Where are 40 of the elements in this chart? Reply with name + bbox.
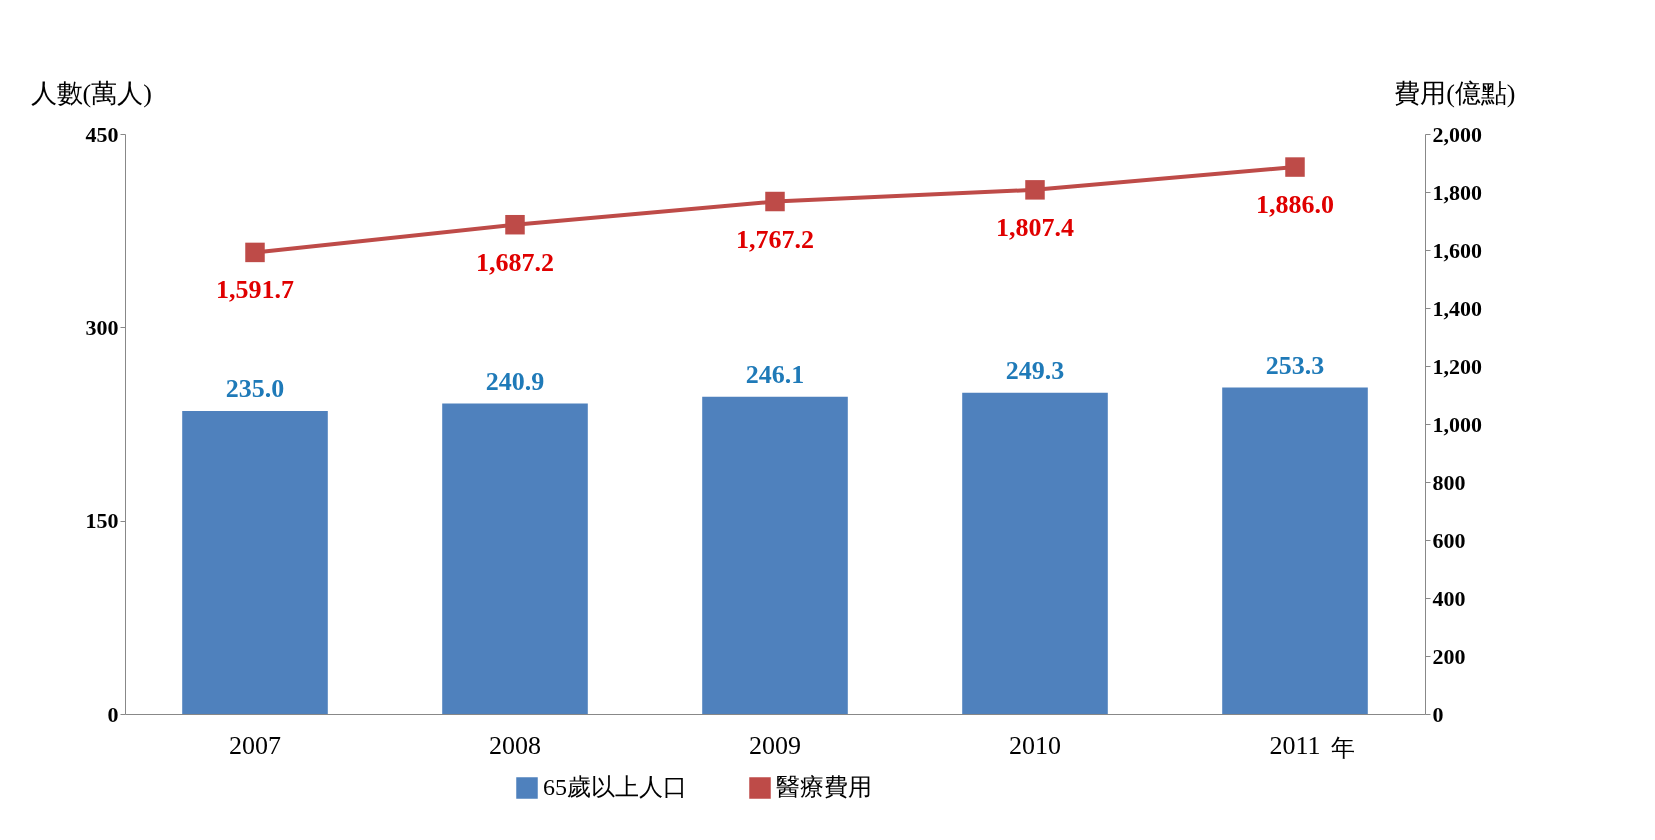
point: [765, 191, 785, 212]
y-tick-label: 0: [107, 701, 119, 727]
point: [1285, 157, 1305, 177]
data-label: 253.3: [1265, 350, 1325, 380]
data-label: 235.0: [225, 374, 285, 404]
legend-label: 65歲以上人口: [543, 774, 687, 800]
x-tick-label: 2008: [489, 730, 541, 760]
y2-tick-label: 200: [1432, 643, 1466, 669]
point: [245, 242, 265, 263]
y2-tick-label: 1,200: [1432, 353, 1482, 379]
data-label: 1,591.7: [216, 275, 294, 305]
y2-tick-label: 600: [1432, 527, 1466, 553]
point: [505, 214, 525, 235]
y2-axis-title: 費用(億點): [1394, 78, 1516, 108]
y2-tick-label: 400: [1432, 585, 1466, 611]
x-tick-label: 2009: [749, 730, 801, 760]
data-label: 249.3: [1005, 355, 1065, 385]
y2-tick-label: 1,000: [1432, 411, 1482, 437]
x-tick-label: 2011: [1269, 730, 1321, 760]
data-label: 1,807.4: [996, 212, 1074, 242]
y-axis-title: 人數(萬人): [30, 78, 152, 108]
x-tick-label: 2010: [1009, 730, 1061, 760]
y2-tick-label: 1,800: [1432, 179, 1482, 205]
legend-label: 醫療費用: [776, 774, 872, 800]
data-label: 1,687.2: [476, 247, 554, 277]
y2-tick-label: 1,400: [1432, 295, 1482, 321]
point: [1025, 180, 1045, 200]
y2-tick-label: 2,000: [1432, 121, 1482, 147]
x-axis-title: 年: [1330, 734, 1355, 761]
data-label: 240.9: [485, 366, 545, 396]
data-label: 1,767.2: [736, 224, 814, 254]
y-tick-label: 150: [85, 508, 119, 534]
data-label: 246.1: [745, 359, 805, 389]
y2-tick-label: 0: [1432, 701, 1444, 727]
x-tick-label: 2007: [229, 730, 281, 760]
data-label: 1,886.0: [1256, 190, 1334, 220]
y-tick-label: 300: [85, 314, 119, 340]
y-tick-label: 450: [85, 121, 119, 147]
y2-tick-label: 1,600: [1432, 237, 1482, 263]
y2-tick-label: 800: [1432, 469, 1466, 495]
